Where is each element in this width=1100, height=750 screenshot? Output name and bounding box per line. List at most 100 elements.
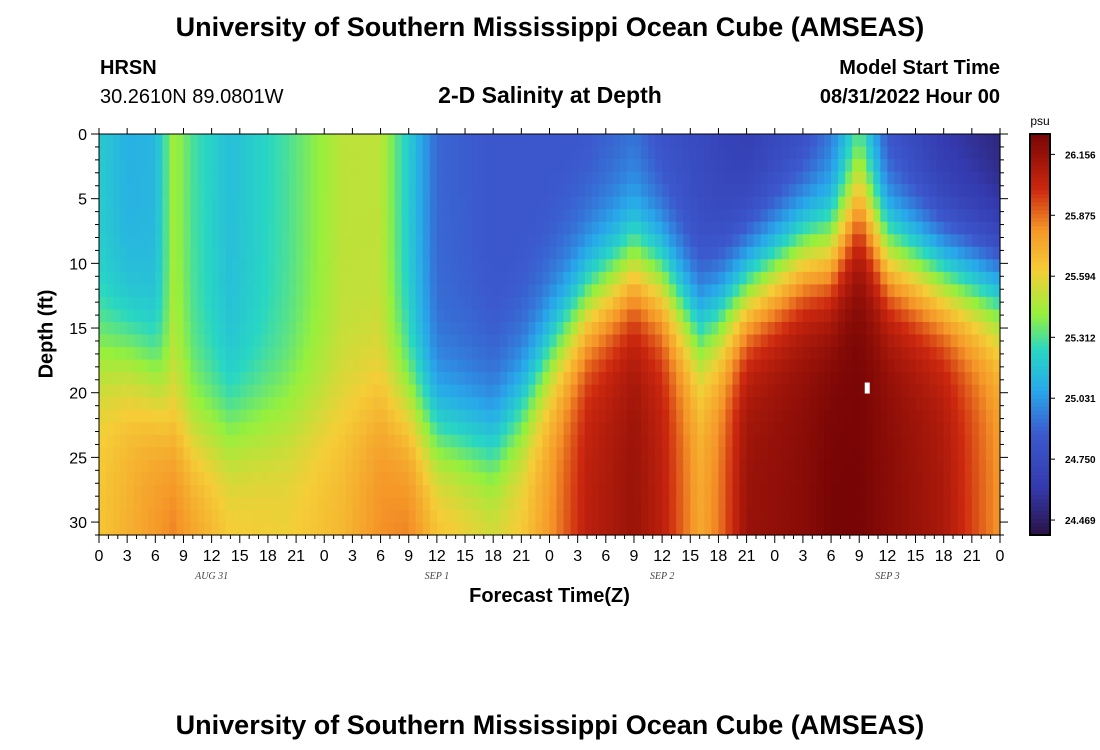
heatmap-cell	[535, 234, 544, 248]
heatmap-cell	[563, 209, 572, 223]
heatmap-cell	[880, 134, 888, 148]
heatmap-cell	[718, 434, 727, 448]
heatmap-cell	[598, 497, 607, 511]
heatmap-cell	[633, 196, 642, 210]
colorbar-segment	[1030, 522, 1050, 528]
heatmap-cell	[507, 497, 515, 511]
heatmap-cell	[978, 384, 987, 398]
heatmap-cell	[134, 359, 142, 373]
heatmap-cell	[866, 209, 874, 223]
heatmap-cell	[486, 334, 494, 348]
heatmap-cell	[711, 409, 720, 423]
model-start-value: 08/31/2022 Hour 00	[819, 86, 1000, 108]
heatmap-cell	[324, 459, 332, 473]
heatmap-cell	[746, 184, 755, 198]
heatmap-cell	[838, 409, 846, 423]
heatmap-cell	[683, 309, 691, 323]
heatmap-cell	[831, 296, 839, 311]
heatmap-cell	[465, 296, 473, 311]
heatmap-cell	[655, 209, 663, 223]
heatmap-cell	[366, 359, 375, 373]
heatmap-cell	[436, 422, 445, 436]
heatmap-cell	[232, 246, 241, 260]
colorbar-segment	[1030, 322, 1050, 328]
heatmap-cell	[633, 271, 642, 285]
heatmap-cell	[183, 459, 192, 473]
heatmap-cell	[296, 334, 304, 348]
heatmap-cell	[767, 259, 776, 273]
heatmap-cell	[915, 134, 924, 148]
heatmap-cell	[253, 334, 262, 348]
heatmap-cell	[162, 422, 170, 436]
heatmap-cell	[641, 321, 649, 336]
heatmap-cell	[690, 246, 698, 260]
heatmap-cell	[971, 484, 980, 499]
heatmap-cell	[809, 234, 818, 248]
heatmap-cell	[443, 359, 452, 373]
heatmap-cell	[725, 384, 734, 398]
heatmap-cell	[859, 184, 867, 198]
heatmap-cell	[978, 146, 987, 160]
heatmap-cell	[676, 384, 684, 398]
heatmap-cell	[239, 459, 248, 473]
colorbar-segment	[1030, 470, 1050, 476]
heatmap-cell	[774, 184, 783, 198]
heatmap-cell	[563, 134, 572, 148]
heatmap-cell	[120, 522, 128, 536]
heatmap-cell	[352, 359, 361, 373]
heatmap-cell	[760, 484, 769, 499]
colorbar-segment	[1030, 222, 1050, 227]
heatmap-cell	[493, 134, 501, 148]
heatmap-cell	[317, 159, 325, 173]
heatmap-cell	[901, 209, 910, 223]
heatmap-cell	[598, 372, 607, 386]
heatmap-cell	[317, 522, 325, 536]
heatmap-cell	[260, 409, 269, 423]
heatmap-cell	[915, 309, 924, 323]
heatmap-cell	[141, 472, 149, 486]
heatmap-cell	[584, 209, 593, 223]
heatmap-cell	[605, 296, 614, 311]
heatmap-cell	[626, 422, 635, 436]
heatmap-cell	[957, 221, 966, 235]
heatmap-cell	[859, 146, 867, 160]
heatmap-cell	[802, 422, 811, 436]
heatmap-cell	[887, 509, 896, 524]
heatmap-cell	[289, 271, 297, 285]
heatmap-cell	[859, 359, 867, 373]
heatmap-cell	[978, 372, 987, 386]
heatmap-cell	[732, 171, 741, 185]
heatmap-cell	[479, 522, 487, 536]
heatmap-cell	[253, 484, 262, 499]
heatmap-cell	[908, 422, 917, 436]
heatmap-cell	[556, 359, 565, 373]
heatmap-cell	[852, 359, 860, 373]
heatmap-cell	[408, 397, 417, 411]
heatmap-cell	[739, 246, 748, 260]
heatmap-cell	[880, 171, 888, 185]
heatmap-cell	[331, 171, 339, 185]
heatmap-cell	[345, 171, 354, 185]
heatmap-cell	[148, 146, 156, 160]
heatmap-cell	[162, 209, 170, 223]
heatmap-cell	[542, 321, 551, 336]
heatmap-cell	[500, 409, 508, 423]
heatmap-cell	[338, 522, 346, 536]
heatmap-cell	[500, 347, 508, 361]
heatmap-cell	[486, 284, 494, 298]
heatmap-cell	[162, 359, 170, 373]
heatmap-cell	[816, 522, 825, 536]
heatmap-cell	[866, 497, 874, 511]
heatmap-cell	[493, 347, 501, 361]
heatmap-cell	[380, 134, 389, 148]
heatmap-cell	[774, 409, 783, 423]
heatmap-cell	[401, 159, 410, 173]
heatmap-cell	[162, 459, 170, 473]
colorbar-segment	[1030, 134, 1050, 139]
heatmap-cell	[591, 146, 600, 160]
heatmap-cell	[282, 134, 290, 148]
heatmap-cell	[690, 146, 698, 160]
heatmap-cell	[535, 221, 544, 235]
heatmap-cell	[992, 159, 1001, 173]
heatmap-cell	[387, 196, 396, 210]
